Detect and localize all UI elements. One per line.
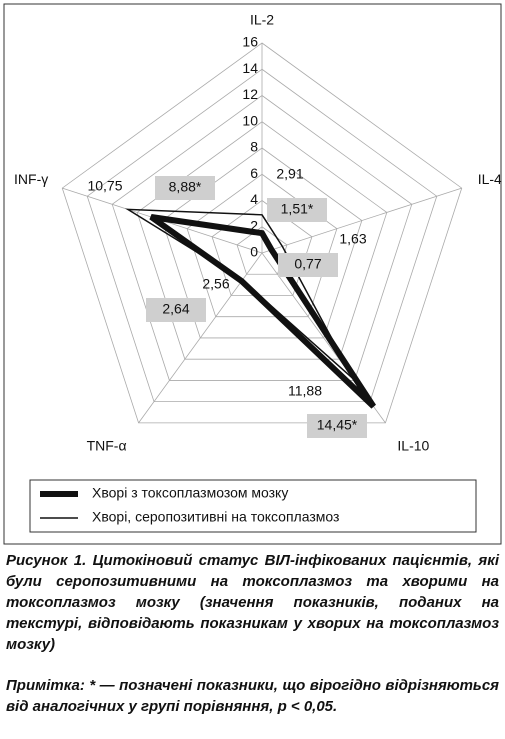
chart: 0 2 4 6 8 10 12 14 16 IL-2 IL-4 IL-10 TNF-α INF-γ 1,51…	[3, 3, 502, 545]
value-label: 1,63	[339, 231, 366, 247]
value-label-box	[278, 253, 338, 277]
value-label-box	[146, 298, 206, 322]
grid-line	[111, 95, 413, 381]
grid-line	[61, 42, 463, 424]
legend-label: Хворі з токсоплазмозом мозку	[92, 485, 288, 501]
y-tick-label: 4	[250, 191, 258, 207]
axis-line	[261, 187, 462, 254]
y-tick-label: 16	[242, 34, 258, 50]
grid-line	[86, 68, 438, 403]
y-tick-label: 10	[242, 112, 258, 128]
category-label: TNF-α	[87, 438, 127, 454]
value-label-box	[267, 198, 327, 222]
legend-label: Хворі, серопозитивні на токсоплазмоз	[92, 509, 339, 525]
value-label: 10,75	[87, 178, 122, 194]
value-label-box	[155, 176, 215, 200]
grid-line	[211, 200, 313, 296]
value-label: 8,88*	[169, 179, 202, 195]
value-label: 1,51*	[281, 201, 314, 217]
caption: Рисунок 1. Цитокіновий статус ВІЛ-інфіко…	[6, 552, 499, 653]
chart-frame	[3, 3, 502, 545]
value-label: 14,45*	[317, 417, 358, 433]
grid-line	[236, 226, 288, 275]
value-label: 11,88	[288, 383, 322, 399]
category-label: INF-γ	[14, 171, 48, 187]
value-label: 0,77	[294, 256, 321, 272]
y-tick-label: 12	[242, 86, 258, 102]
category-label: IL-2	[250, 12, 274, 28]
value-label: 2,56	[202, 276, 229, 292]
category-label: IL-4	[478, 171, 502, 187]
value-label: 2,64	[162, 301, 189, 317]
y-tick-label: 0	[250, 244, 258, 260]
y-tick-label: 6	[250, 165, 258, 181]
y-tick-label: 2	[250, 217, 258, 233]
value-label: 2,91	[276, 166, 303, 182]
y-tick-label: 14	[242, 60, 258, 76]
legend-box	[29, 479, 477, 533]
category-label: IL-10	[397, 438, 429, 454]
value-label-box	[307, 414, 367, 438]
series-line	[149, 214, 376, 409]
series-line	[124, 208, 355, 380]
note: Примітка: * — позначені показники, що ві…	[6, 677, 499, 715]
y-tick-label: 8	[250, 139, 258, 155]
grid-line	[161, 147, 363, 339]
